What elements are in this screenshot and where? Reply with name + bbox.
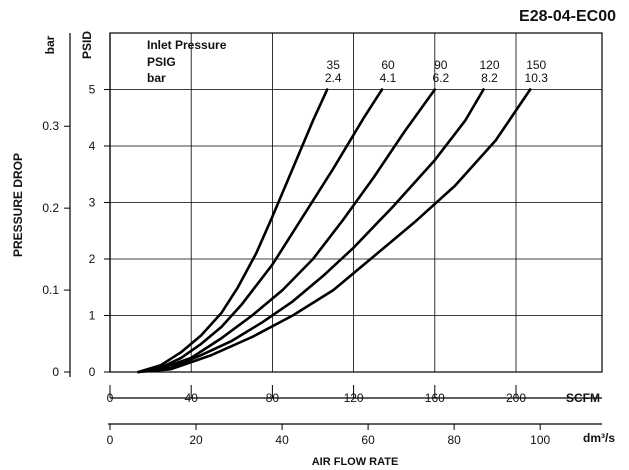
x-ticks-scfm: 0 40 80 120 160 200	[107, 385, 526, 405]
y-tick-label-psid: 4	[89, 139, 96, 153]
x-axis-title: AIR FLOW RATE	[312, 456, 399, 468]
flow-curve-60	[137, 88, 384, 374]
y-tick-label-bar: 0.1	[42, 283, 59, 297]
y-axis-title: PRESSURE DROP	[11, 153, 25, 257]
legend-bar-label: bar	[147, 71, 166, 85]
y-unit-psid: PSID	[80, 31, 94, 59]
y-tick-label-psid: 2	[89, 252, 96, 266]
x-ticks-dm3s: 0 20 40 60 80 100	[107, 424, 551, 447]
series-label-psig: 60	[381, 58, 395, 72]
flow-curve-150	[137, 88, 532, 374]
x-unit-dm3s: dm³/s	[583, 431, 615, 445]
flow-curve-35	[137, 88, 329, 374]
series-label-bar: 4.1	[380, 71, 397, 85]
y-tick-label-psid: 0	[89, 365, 96, 379]
legend-psig-label: PSIG	[147, 55, 176, 69]
x-tick-label-dm3s: 80	[447, 433, 461, 447]
x-tick-label-dm3s: 40	[275, 433, 289, 447]
y-tick-label-psid: 3	[89, 196, 96, 210]
series-label-bar: 8.2	[481, 71, 498, 85]
series-label-bar: 2.4	[325, 71, 342, 85]
series-label-bar: 10.3	[525, 71, 549, 85]
x-unit-scfm: SCFM	[566, 391, 600, 405]
x-tick-label-dm3s: 60	[361, 433, 375, 447]
y-tick-label-psid: 1	[89, 309, 96, 323]
flow-curves	[137, 88, 532, 374]
series-label-bar: 6.2	[432, 71, 449, 85]
x-tick-label-dm3s: 100	[530, 433, 550, 447]
chart-title: E28-04-EC00	[519, 8, 616, 25]
y-tick-label-bar: 0.2	[42, 201, 59, 215]
y-ticks-bar: 0 0.1 0.2 0.3	[42, 119, 70, 379]
x-tick-label-dm3s: 20	[189, 433, 203, 447]
x-tick-label-scfm: 160	[425, 391, 445, 405]
series-label-psig: 150	[526, 58, 546, 72]
legend-header: Inlet Pressure	[147, 38, 227, 52]
series-label-psig: 120	[480, 58, 500, 72]
series-label-psig: 90	[434, 58, 448, 72]
flow-curve-90	[137, 88, 437, 374]
series-label-psig: 35	[327, 58, 341, 72]
y-tick-label-bar: 0.3	[42, 119, 59, 133]
y-tick-label-bar: 0	[52, 365, 59, 379]
x-tick-label-scfm: 80	[266, 391, 280, 405]
flow-curve-120	[137, 88, 485, 374]
y-tick-label-psid: 5	[89, 83, 96, 97]
x-tick-label-dm3s: 0	[107, 433, 114, 447]
y-unit-bar: bar	[43, 35, 57, 54]
x-tick-label-scfm: 0	[107, 391, 114, 405]
x-tick-label-scfm: 200	[506, 391, 526, 405]
x-tick-label-scfm: 40	[185, 391, 199, 405]
y-ticks-psid: 0 1 2 3 4 5	[89, 83, 110, 379]
x-tick-label-scfm: 120	[344, 391, 364, 405]
